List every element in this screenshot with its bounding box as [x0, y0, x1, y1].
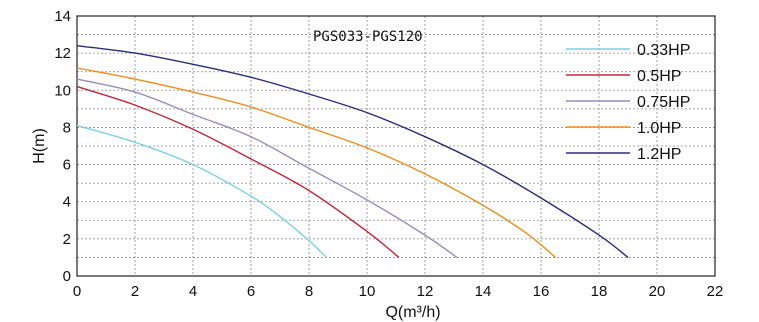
x-tick-label: 18: [591, 283, 608, 300]
x-tick-label: 22: [707, 283, 724, 300]
series-line-1-2hp: [76, 45, 629, 258]
tick-labels: 0 2 4 6 8 10 12 14 16 18 20 22 0 2 4 6 8 10 12 14: [54, 8, 723, 300]
series-line-0-75hp: [76, 78, 458, 258]
y-tick-label: 10: [54, 82, 71, 99]
x-tick-label: 8: [305, 283, 313, 300]
y-axis-label: H(m): [31, 128, 48, 164]
series-lines: [76, 45, 629, 258]
y-tick-label: 12: [54, 45, 71, 62]
y-tick-label: 6: [63, 157, 71, 174]
y-tick-label: 2: [63, 231, 71, 248]
series-line-0-5hp: [76, 85, 400, 258]
series-line-1-0hp: [76, 67, 556, 258]
legend-label-0-75hp: 0.75HP: [637, 94, 690, 111]
x-tick-label: 0: [73, 283, 81, 300]
plot-frame: [76, 15, 716, 277]
legend: 0.33HP 0.5HP 0.75HP 1.0HP 1.2HP: [566, 42, 690, 163]
x-axis-label: Q(m³/h): [385, 304, 440, 321]
y-tick-label: 14: [54, 8, 71, 25]
x-tick-label: 20: [649, 283, 666, 300]
x-tick-label: 6: [247, 283, 255, 300]
y-tick-label: 0: [63, 268, 71, 285]
x-tick-label: 2: [131, 283, 139, 300]
y-tick-label: 4: [63, 194, 71, 211]
legend-label-1-0hp: 1.0HP: [637, 120, 681, 137]
x-tick-label: 14: [475, 283, 492, 300]
x-tick-label: 12: [417, 283, 434, 300]
x-tick-label: 10: [359, 283, 376, 300]
x-tick-label: 4: [189, 283, 197, 300]
y-tick-label: 8: [63, 119, 71, 136]
legend-label-1-2hp: 1.2HP: [637, 146, 681, 163]
chart-title: PGS033-PGS120: [313, 29, 423, 45]
grid: [77, 16, 715, 276]
x-tick-label: 16: [533, 283, 550, 300]
legend-label-0-33hp: 0.33HP: [637, 42, 690, 59]
legend-label-0-5hp: 0.5HP: [637, 68, 681, 85]
series-line-0-33hp: [76, 124, 327, 258]
